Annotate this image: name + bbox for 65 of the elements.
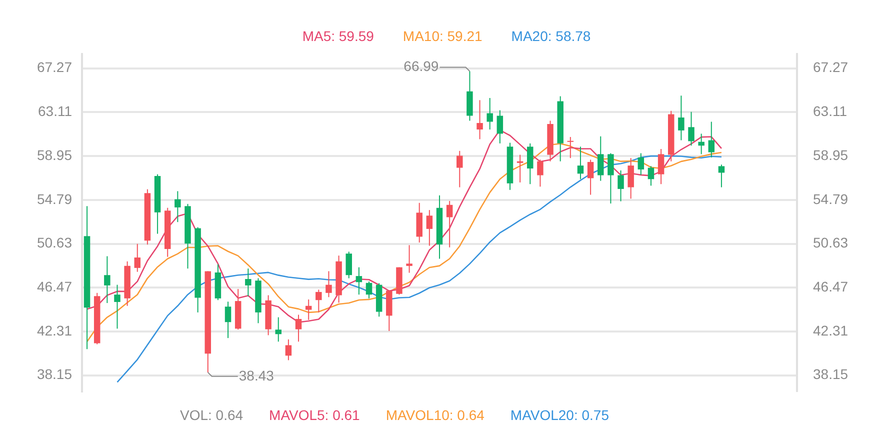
candlestick (134, 243, 141, 272)
candlestick (608, 152, 614, 204)
candlestick (648, 166, 654, 186)
candlestick (326, 270, 332, 298)
candlestick (678, 95, 684, 141)
candlestick (476, 100, 483, 140)
text: MA20: 58.78 (511, 28, 591, 44)
y2-tick-label: 58.95 (813, 146, 848, 163)
y2-tick-label: 63.11 (813, 103, 848, 120)
candlestick (316, 289, 322, 313)
candlestick (114, 284, 120, 330)
y2-tick-label: 42.31 (813, 322, 848, 338)
candlestick (698, 133, 704, 155)
candlestick (688, 111, 694, 146)
annotation: 38.43 (238, 367, 274, 384)
y2-tick-label: 38.15 (813, 366, 848, 382)
candlestick (638, 152, 644, 176)
candlestick (577, 146, 584, 180)
y2-tick-label: 67.27 (813, 59, 848, 76)
text: MAVOL10: 0.64 (386, 407, 484, 423)
text: MAVOL20: 0.75 (510, 407, 609, 423)
candlestick (305, 298, 312, 320)
y-tick-label: 50.63 (36, 234, 72, 251)
candlestick (406, 244, 412, 274)
candlestick (486, 97, 493, 130)
candlestick (446, 200, 453, 248)
y2-tick-label: 46.47 (813, 278, 848, 294)
candlestick (658, 148, 664, 185)
y-tick-label: 67.27 (36, 59, 72, 76)
y-tick-label: 63.11 (38, 103, 72, 120)
y-tick-label: 58.95 (36, 146, 72, 163)
candlestick (104, 256, 110, 304)
candlestick (426, 210, 433, 246)
candlestick (366, 281, 372, 299)
candlestick (708, 121, 715, 158)
y-tick-label: 42.31 (36, 322, 72, 338)
y-tick-label: 38.15 (36, 366, 72, 382)
y-tick-label: 54.79 (36, 190, 72, 207)
candlestick (567, 136, 574, 159)
candlestick (618, 170, 624, 202)
y2-tick-label: 54.79 (813, 190, 848, 207)
candlestick (456, 150, 463, 188)
candlestick (718, 164, 725, 188)
candlestick (224, 301, 232, 339)
y2-tick-label: 50.63 (813, 234, 848, 251)
candlestick (346, 251, 352, 279)
candlestick (356, 266, 362, 296)
candlestick (537, 159, 544, 188)
candlestick (295, 314, 302, 342)
candlestick (598, 136, 604, 182)
text: MA5: 59.59 (302, 28, 374, 44)
candlestick (275, 316, 282, 342)
candlestick (285, 338, 292, 361)
candlestick (516, 154, 524, 183)
candlestick (174, 190, 181, 223)
text: MA10: 59.21 (402, 28, 483, 44)
candlestick (496, 110, 504, 144)
candlestick (587, 159, 594, 196)
text: VOL: 0.64 (180, 407, 244, 423)
candlestick (527, 142, 534, 185)
candlestick (245, 268, 252, 297)
annotation: 66.99 (404, 58, 439, 74)
text: MAVOL5: 0.61 (269, 407, 360, 423)
candlestick (628, 158, 634, 200)
y-tick-label: 46.47 (36, 278, 72, 294)
